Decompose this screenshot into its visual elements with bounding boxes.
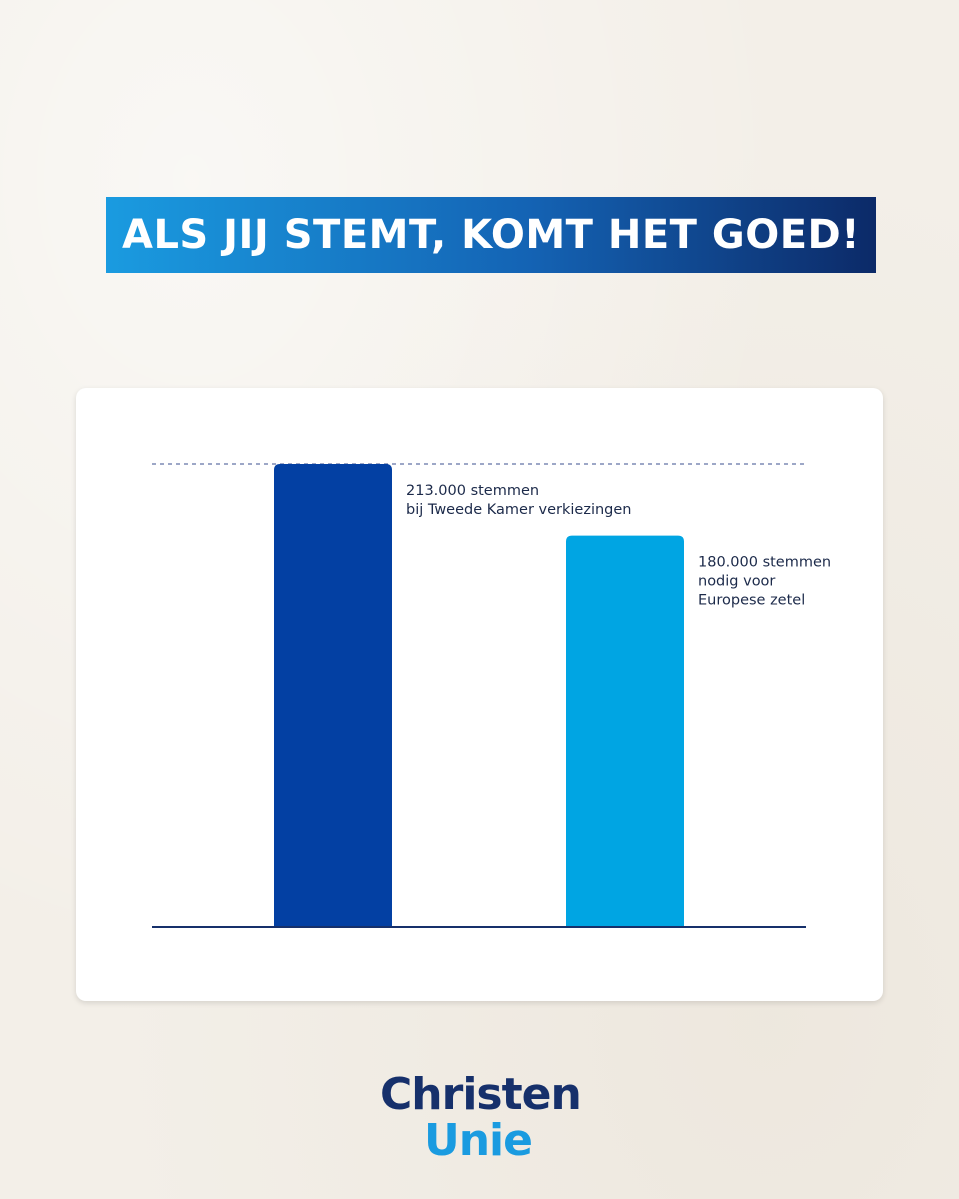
headline-text: ALS JIJ STEMT, KOMT HET GOED! [121, 212, 860, 258]
bar-1 [274, 464, 392, 926]
bar-1-label-line-2: bij Tweede Kamer verkiezingen [406, 502, 631, 518]
headline-banner: ALS JIJ STEMT, KOMT HET GOED! [106, 197, 876, 273]
chart-card: 213.000 stemmen bij Tweede Kamer verkiezi… [76, 388, 883, 1001]
bar-2 [566, 535, 684, 926]
bar-1-label-line-1: 213.000 stemmen [406, 483, 539, 499]
christenunie-logo: Christen Unie [380, 1069, 582, 1166]
bar-chart: 213.000 stemmen bij Tweede Kamer verkiezi… [152, 463, 831, 928]
bar-2-label-line-2: nodig voor [698, 574, 775, 590]
bar-2-label-line-3: Europese zetel [698, 593, 805, 609]
logo-word-christen: Christen [380, 1069, 582, 1120]
logo-word-unie: Unie [424, 1115, 533, 1166]
bar-2-label-line-1: 180.000 stemmen [698, 555, 831, 571]
